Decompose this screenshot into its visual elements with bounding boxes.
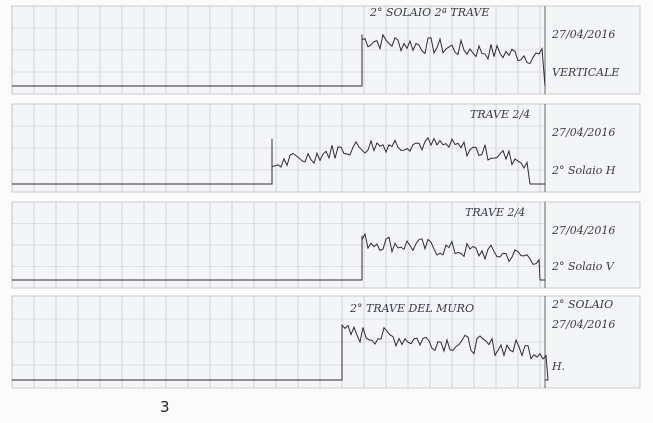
strips: 2° SOLAIO 2ª TRAVE 27/04/2016 VERTICALE TRA…: [0, 0, 653, 423]
strip-title: TRAVE 2/4: [470, 108, 530, 121]
strip-title: TRAVE 2/4: [465, 206, 525, 219]
strip-note: 2° Solaio V: [551, 260, 615, 273]
page-number: 3: [160, 398, 170, 416]
strip-date: 27/04/2016: [551, 28, 615, 41]
strip-title: 2° TRAVE DEL MURO: [349, 302, 474, 315]
strip-date: 27/04/2016: [551, 224, 615, 237]
photo: 2° SOLAIO 2ª TRAVE 27/04/2016 VERTICALE TRA…: [0, 0, 653, 423]
strip-date: 27/04/2016: [551, 126, 615, 139]
strip-title: 2° SOLAIO 2ª TRAVE: [369, 6, 489, 19]
strip-note: VERTICALE: [552, 66, 619, 79]
strip-date: 27/04/2016: [551, 318, 615, 331]
strip-header: 2° SOLAIO: [551, 298, 613, 311]
strip-note: 2° Solaio H: [551, 164, 616, 177]
strip-note: H.: [551, 360, 565, 373]
